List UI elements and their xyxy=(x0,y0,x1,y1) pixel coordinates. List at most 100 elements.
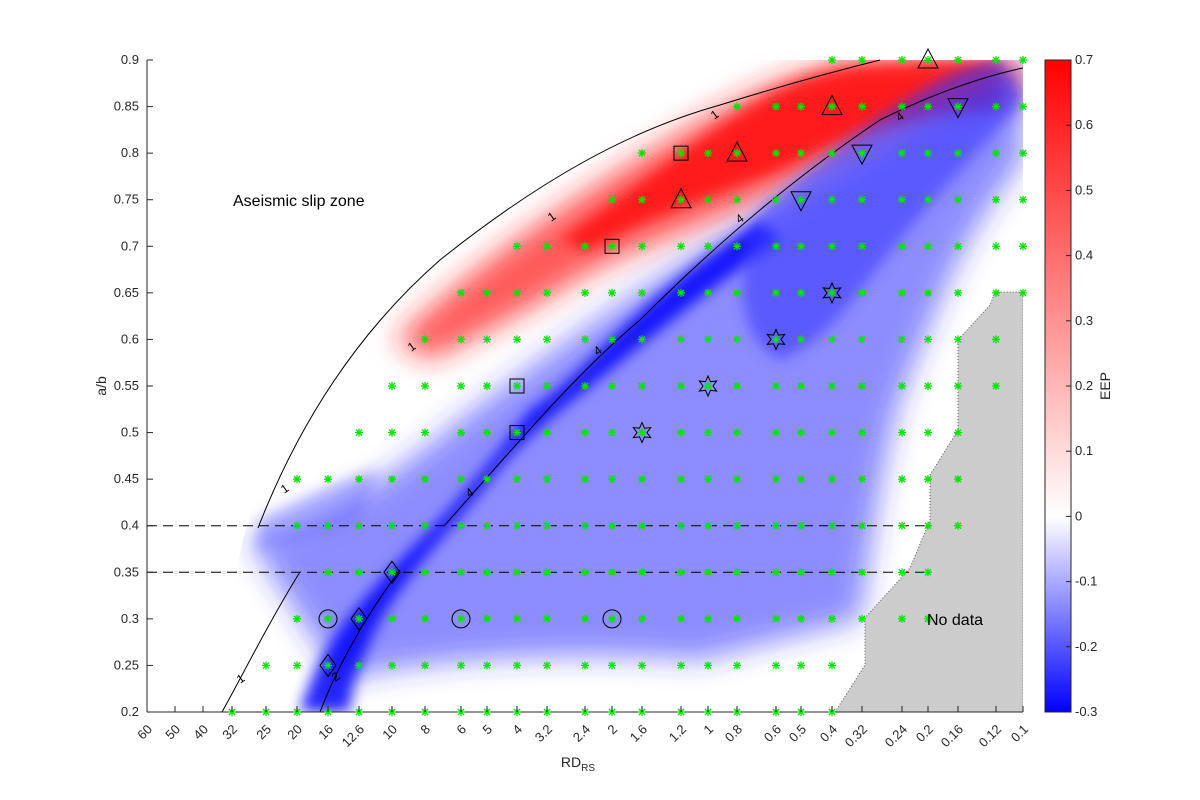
heatmap-blue-left-tail xyxy=(255,470,380,550)
triangle-up-marker xyxy=(821,94,843,116)
grid-marker xyxy=(677,568,685,577)
y-tick-label: 0.35 xyxy=(114,564,139,579)
grid-marker xyxy=(483,382,491,390)
grid-marker xyxy=(581,288,589,297)
grid-marker xyxy=(704,195,712,204)
grid-marker xyxy=(858,382,866,390)
grid-marker xyxy=(733,288,741,297)
grid-marker xyxy=(704,242,712,251)
colorbar: -0.3 -0.2 -0.1 0 0.1 0.2 0.3 0.4 0.5 0.6 0.7 EEP xyxy=(1044,52,1113,719)
grid-marker xyxy=(638,335,646,344)
grid-marker xyxy=(324,475,332,484)
grid-marker xyxy=(898,149,906,158)
y-tick-label: 0.65 xyxy=(114,285,139,300)
grid-marker xyxy=(733,242,741,251)
grid-marker xyxy=(772,335,780,344)
grid-marker xyxy=(858,521,866,530)
grid-marker xyxy=(513,382,521,390)
grid-marker xyxy=(858,614,866,623)
grid-marker xyxy=(954,382,962,390)
grid-marker xyxy=(324,614,332,623)
grid-marker xyxy=(355,521,363,530)
triangle-down-marker xyxy=(790,191,812,212)
grid-marker xyxy=(581,428,589,437)
grid-marker xyxy=(733,614,741,623)
colorbar-tick-label: 0.7 xyxy=(1075,52,1093,67)
grid-marker xyxy=(828,475,836,484)
grid-marker xyxy=(638,428,646,437)
grid-marker xyxy=(733,661,741,670)
grid-marker xyxy=(704,521,712,530)
square-marker xyxy=(509,425,525,441)
grid-marker xyxy=(581,661,589,670)
grid-marker xyxy=(608,661,616,670)
grid-marker xyxy=(924,614,932,623)
grid-marker xyxy=(638,521,646,530)
y-tick-label: 0.25 xyxy=(114,657,139,672)
colorbar-tick-label: 0.2 xyxy=(1075,378,1093,393)
grid-marker xyxy=(858,242,866,251)
grid-marker xyxy=(733,149,741,158)
grid-marker xyxy=(608,382,616,390)
grid-marker xyxy=(797,335,805,344)
x-tick-label: 0.2 xyxy=(913,722,936,745)
grid-marker xyxy=(797,428,805,437)
grid-marker xyxy=(457,661,465,670)
grid-marker xyxy=(924,149,932,158)
grid-marker xyxy=(828,568,836,577)
dashed-reference-lines xyxy=(147,525,930,573)
grid-marker xyxy=(638,149,646,158)
x-tick-label: 2 xyxy=(604,722,620,738)
grid-marker xyxy=(858,56,866,64)
y-tick-label: 0.55 xyxy=(114,378,139,393)
x-tick-label: 32 xyxy=(219,722,240,743)
x-tick-label: 3.2 xyxy=(532,722,555,745)
grid-marker xyxy=(513,428,521,437)
heatmap-blue-right xyxy=(742,60,1023,360)
grid-marker xyxy=(677,242,685,251)
grid-marker xyxy=(924,521,932,530)
grid-marker xyxy=(1019,102,1027,111)
grid-marker xyxy=(457,288,465,297)
grid-marker xyxy=(772,568,780,577)
grid-marker xyxy=(772,521,780,530)
grid-marker xyxy=(293,661,301,670)
grid-marker xyxy=(704,475,712,484)
x-tick-label: 1 xyxy=(700,722,716,738)
heatmap-aseismic-mask xyxy=(147,60,700,712)
grid-marker xyxy=(898,568,906,577)
triangle-down-marker xyxy=(851,144,873,166)
y-axis-label: a/b xyxy=(93,376,109,396)
heatmap-blue-core xyxy=(300,220,780,712)
x-tick-label: 0.5 xyxy=(786,722,809,745)
grid-marker xyxy=(421,335,429,344)
y-tick-label: 0.4 xyxy=(121,518,139,533)
grid-marker xyxy=(638,568,646,577)
grid-marker xyxy=(513,335,521,344)
grid-marker xyxy=(388,614,396,623)
square-marker xyxy=(673,145,689,161)
grid-marker xyxy=(355,568,363,577)
grid-marker xyxy=(704,428,712,437)
grid-marker xyxy=(898,475,906,484)
grid-marker xyxy=(858,568,866,577)
grid-marker xyxy=(1019,149,1027,158)
grid-marker xyxy=(677,661,685,670)
hexagram-marker xyxy=(766,328,786,351)
grid-marker xyxy=(828,56,836,64)
grid-marker xyxy=(992,242,1000,251)
grid-marker xyxy=(677,614,685,623)
grid-marker xyxy=(858,195,866,204)
grid-marker xyxy=(954,475,962,484)
grid-marker xyxy=(581,614,589,623)
grid-marker xyxy=(828,521,836,530)
grid-marker xyxy=(513,661,521,670)
grid-marker xyxy=(513,521,521,530)
grid-marker xyxy=(638,195,646,204)
triangle-up-marker xyxy=(726,141,748,162)
grid-marker xyxy=(797,661,805,670)
colorbar-tick-label: 0.4 xyxy=(1075,248,1093,263)
grid-marker xyxy=(772,614,780,623)
grid-marker xyxy=(457,521,465,530)
x-tick-label: 4 xyxy=(509,722,525,738)
